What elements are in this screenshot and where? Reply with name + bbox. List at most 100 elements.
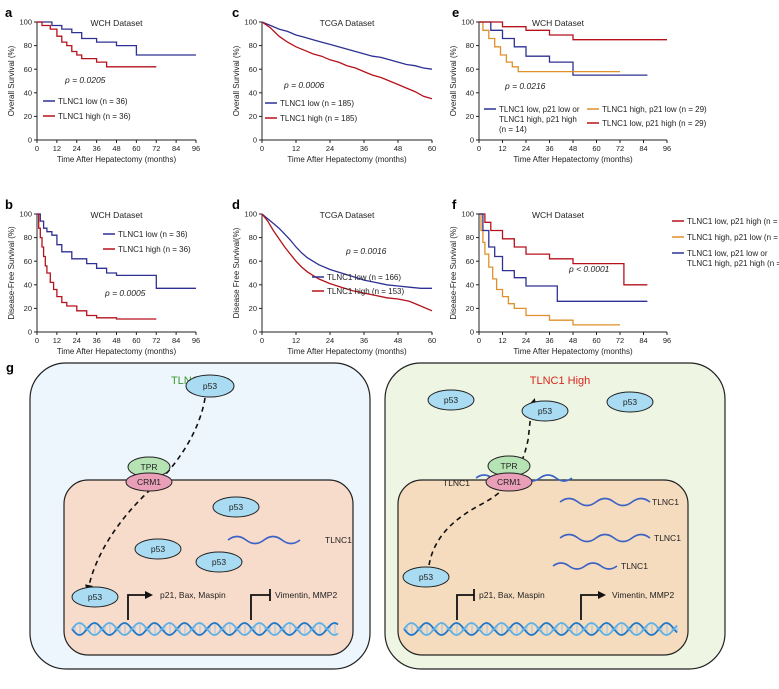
y-tick-label: 80 [24, 233, 32, 242]
y-tick-label: 60 [466, 257, 474, 266]
x-tick-label: 36 [545, 144, 553, 153]
y-tick-label: 0 [28, 328, 32, 337]
panel-letter-g: g [6, 360, 14, 375]
tlnc1-rna [227, 535, 301, 545]
x-tick-label: 12 [292, 336, 300, 345]
tlnc1-rna [559, 533, 651, 543]
crm1-label: CRM1 [137, 477, 161, 487]
promoter-activation-arrow [127, 591, 153, 620]
panel-letter: a [5, 5, 13, 20]
legend-label: TLNC1 low (n = 36) [118, 230, 188, 239]
p-value: p = 0.0216 [504, 81, 546, 91]
p-value: p < 0.0001 [568, 264, 610, 274]
legend-item: TLNC1 low (n = 36) [103, 230, 188, 239]
legend-item: TLNC1 high (n = 185) [265, 114, 357, 123]
x-tick-label: 84 [172, 336, 180, 345]
legend-item: TLNC1 low, p21 high (n = 29) [587, 119, 707, 128]
x-tick-label: 84 [639, 336, 647, 345]
x-tick-label: 0 [260, 336, 264, 345]
p53-protein [521, 400, 569, 422]
survival-curve-2 [479, 213, 620, 326]
x-tick-label: 24 [522, 144, 530, 153]
legend-label: TLNC1 low, p21 low or [687, 249, 768, 258]
legend-item: TLNC1 low (n = 185) [265, 99, 354, 108]
legend: TLNC1 low (n = 36) TLNC1 high (n = 36) [103, 230, 191, 254]
x-tick-label: 12 [498, 144, 506, 153]
y-tick-label: 0 [253, 136, 257, 145]
survival-curve-2 [37, 21, 157, 68]
panel-letter: d [232, 197, 240, 212]
y-tick-label: 40 [466, 88, 474, 97]
legend-item: TLNC1 high (n = 36) [103, 245, 191, 254]
p53-protein [212, 496, 260, 518]
x-tick-label: 96 [663, 144, 671, 153]
panel-c: c TCGA Dataset 0 20 40 60 80 100 0 12 24 36 48 60 Time… [232, 5, 436, 164]
y-axis-label: Overall Survival (%) [7, 45, 16, 116]
y-tick-label: 40 [466, 280, 474, 289]
cell-tlnc1-high: TLNC1 High p53 p53 p53 TPR CRM1 TLNC1 TL… [384, 362, 726, 670]
x-tick-label: 24 [326, 144, 334, 153]
y-tick-label: 60 [249, 257, 257, 266]
p-value: p = 0.0006 [283, 80, 325, 90]
nucleus-high [397, 479, 689, 656]
x-tick-label: 12 [292, 144, 300, 153]
chart-title: WCH Dataset [91, 210, 144, 220]
y-tick-label: 20 [466, 304, 474, 313]
y-tick-label: 100 [19, 210, 32, 219]
p53-label: p53 [212, 557, 226, 567]
p53-label: p53 [151, 544, 165, 554]
p53-label: p53 [203, 381, 217, 391]
survival-curve-1 [37, 213, 196, 289]
y-tick-label: 80 [249, 41, 257, 50]
p53-label: p53 [229, 502, 243, 512]
legend-label: TLNC1 low (n = 36) [58, 97, 128, 106]
y-tick-label: 20 [249, 112, 257, 121]
y-tick-label: 60 [24, 65, 32, 74]
x-tick-label: 0 [477, 144, 481, 153]
tlnc1-label: TLNC1 [654, 533, 681, 543]
panel-letter: f [452, 197, 457, 212]
crm1-label: CRM1 [497, 477, 521, 487]
x-tick-label: 0 [35, 336, 39, 345]
y-axis-label: Disease Free Survival(%) [232, 227, 241, 318]
dna-helix [71, 622, 339, 636]
survival-curve-3 [479, 21, 667, 41]
y-tick-label: 40 [24, 88, 32, 97]
x-tick-label: 48 [569, 336, 577, 345]
y-tick-label: 100 [244, 210, 257, 219]
y-tick-label: 20 [249, 304, 257, 313]
x-tick-label: 60 [428, 144, 436, 153]
dna-helix [403, 622, 678, 636]
p53-protein [606, 391, 654, 413]
x-tick-label: 36 [360, 336, 368, 345]
x-tick-label: 24 [326, 336, 334, 345]
promoter-repression-mark [456, 594, 474, 620]
x-tick-label: 36 [92, 144, 100, 153]
x-tick-label: 72 [152, 336, 160, 345]
genes-label-a: p21, Bax, Maspin [160, 590, 226, 600]
x-tick-label: 12 [53, 144, 61, 153]
survival-curve-2 [37, 213, 157, 320]
x-tick-label: 60 [592, 336, 600, 345]
chart-title: TCGA Dataset [320, 210, 375, 220]
chart-title: TCGA Dataset [320, 18, 375, 28]
legend: TLNC1 low (n = 185) TLNC1 high (n = 185) [265, 99, 357, 123]
legend-label: TLNC1 high, p21 high [499, 115, 577, 124]
y-tick-label: 0 [470, 328, 474, 337]
p53-protein-bound [71, 586, 119, 608]
x-axis-label: Time After Hepatectomy (months) [513, 347, 633, 356]
x-axis-label: Time After Hepatectomy (months) [287, 155, 407, 164]
x-tick-label: 60 [592, 144, 600, 153]
x-tick-label: 96 [663, 336, 671, 345]
legend-label: TLNC1 high, p21 high (n = 14) [687, 259, 779, 268]
legend-label: TLNC1 low, p21 low or [499, 105, 580, 114]
p-value: p = 0.0016 [345, 246, 387, 256]
x-tick-label: 12 [498, 336, 506, 345]
legend-item: TLNC1 high, p21 low (n = 29) [672, 233, 779, 242]
dna-strand [71, 622, 339, 636]
y-tick-label: 100 [461, 210, 474, 219]
promoter-activation-arrow [580, 591, 606, 620]
x-tick-label: 48 [112, 144, 120, 153]
